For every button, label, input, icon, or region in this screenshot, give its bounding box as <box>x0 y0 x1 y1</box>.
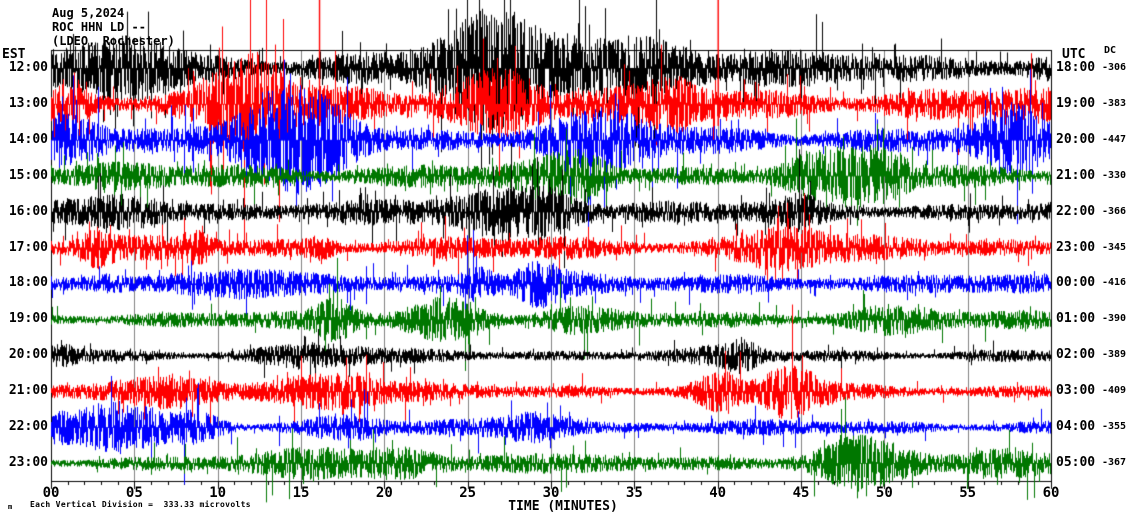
est-time-label: 20:00 <box>8 347 48 363</box>
header-location: (LDEO, Rochester) <box>52 34 175 48</box>
est-time-label: 22:00 <box>8 419 48 435</box>
x-tick-label: 50 <box>875 485 893 501</box>
utc-axis-caption: UTC <box>1062 47 1086 62</box>
x-tick-label: 00 <box>42 485 60 501</box>
x-tick-label: 10 <box>209 485 227 501</box>
x-tick-label: 45 <box>792 485 810 501</box>
x-tick-label: 30 <box>542 485 560 501</box>
utc-time-label: 20:00 <box>1056 131 1096 147</box>
header-date: Aug 5,2024 <box>52 6 125 20</box>
est-time-label: 21:00 <box>8 383 48 399</box>
utc-time-label: 01:00 <box>1056 311 1096 327</box>
dc-value: -390 <box>1102 313 1127 325</box>
x-tick-label: 55 <box>959 485 977 501</box>
dc-value: -355 <box>1102 421 1127 433</box>
utc-time-label: 05:00 <box>1056 455 1096 471</box>
dc-value: -345 <box>1102 241 1127 253</box>
x-tick-label: 05 <box>125 485 143 501</box>
x-axis-title: TIME (MINUTES) <box>508 499 618 514</box>
utc-time-label: 22:00 <box>1056 203 1096 219</box>
dc-column-caption: DC <box>1104 45 1117 56</box>
est-axis-caption: EST <box>2 47 26 62</box>
utc-time-label: 18:00 <box>1056 59 1096 75</box>
utc-time-label: 02:00 <box>1056 347 1096 363</box>
dc-value: -416 <box>1102 277 1127 289</box>
x-tick-label: 15 <box>292 485 310 501</box>
x-tick-label: 35 <box>625 485 643 501</box>
est-time-label: 16:00 <box>8 203 48 219</box>
est-time-label: 17:00 <box>8 239 48 255</box>
est-time-label: 12:00 <box>8 59 48 75</box>
est-time-label: 19:00 <box>8 311 48 327</box>
est-time-label: 18:00 <box>8 275 48 291</box>
dc-value: -389 <box>1102 349 1127 361</box>
utc-time-label: 00:00 <box>1056 275 1096 291</box>
utc-time-label: 03:00 <box>1056 383 1096 399</box>
est-time-label: 23:00 <box>8 455 48 471</box>
utc-time-label: 23:00 <box>1056 239 1096 255</box>
x-tick-label: 40 <box>709 485 727 501</box>
dc-value: -409 <box>1102 385 1127 397</box>
x-tick-label: 60 <box>1042 485 1060 501</box>
dc-value: -330 <box>1102 169 1127 181</box>
est-time-label: 14:00 <box>8 131 48 147</box>
x-tick-label: 20 <box>375 485 393 501</box>
est-time-label: 15:00 <box>8 167 48 183</box>
dc-value: -306 <box>1102 61 1127 73</box>
utc-time-label: 04:00 <box>1056 419 1096 435</box>
utc-time-label: 21:00 <box>1056 167 1096 183</box>
dc-value: -366 <box>1102 205 1127 217</box>
dc-value: -367 <box>1102 457 1127 469</box>
vertical-division-note: Each Vertical Division = 333.33 microvol… <box>30 500 251 509</box>
x-tick-label: 25 <box>459 485 477 501</box>
dc-value: -447 <box>1102 133 1127 145</box>
header-station: ROC HHN LD -- <box>52 20 146 34</box>
utc-time-label: 19:00 <box>1056 95 1096 111</box>
dc-value: -383 <box>1102 97 1127 109</box>
est-time-label: 13:00 <box>8 95 48 111</box>
footer-marker: m <box>8 503 13 511</box>
